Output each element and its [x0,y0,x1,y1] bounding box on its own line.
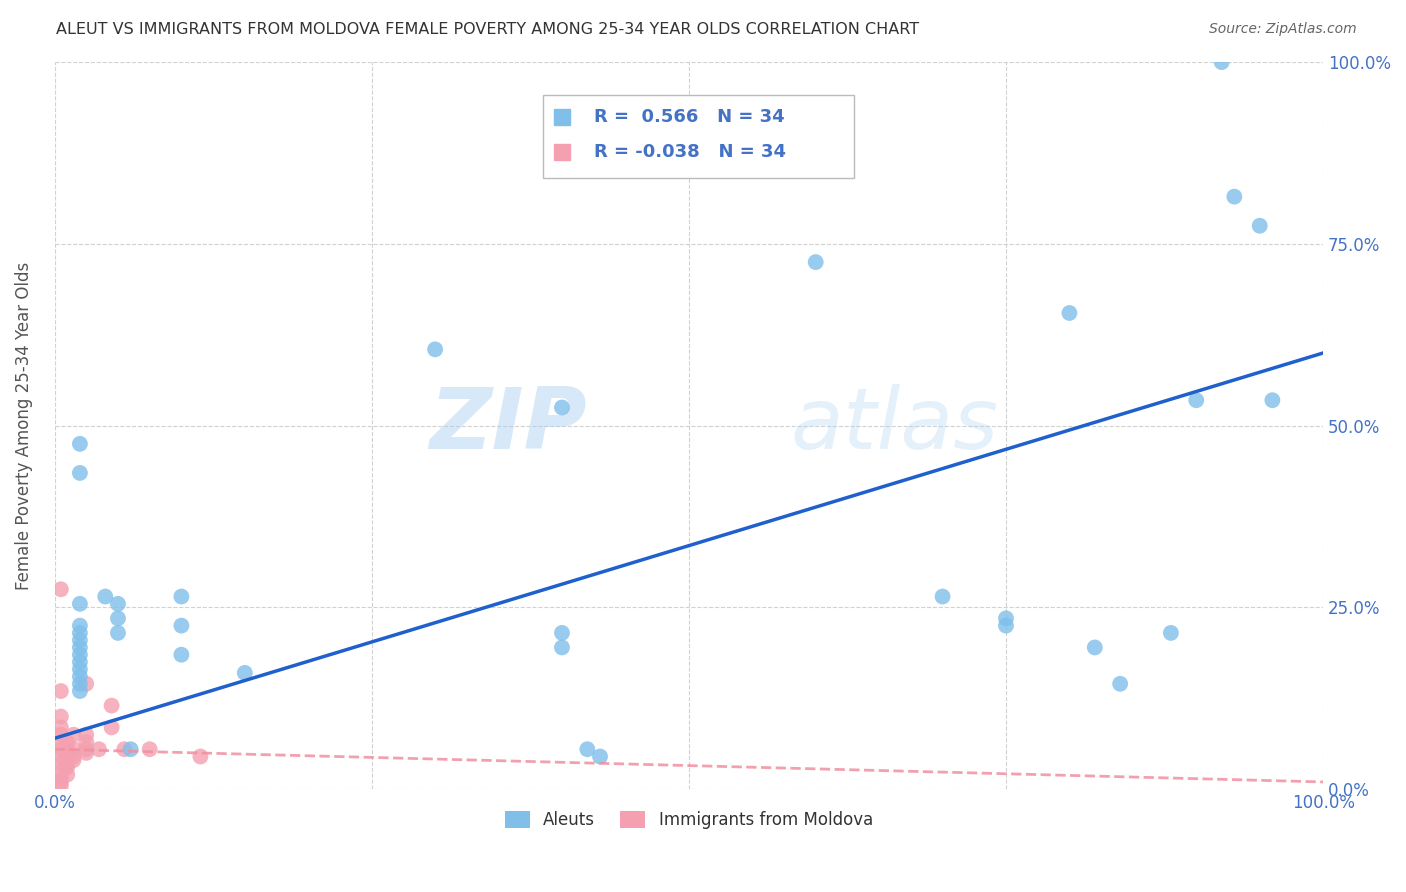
Point [49,720,72,734]
Point [49,735,72,749]
Point [804,255,827,269]
Point [1059,306,1081,320]
Point [1185,393,1208,408]
Point [107,626,129,640]
Point [69,633,91,648]
Point [69,648,91,662]
Point [62,728,84,742]
Point [69,466,91,480]
Y-axis label: Female Poverty Among 25-34 Year Olds: Female Poverty Among 25-34 Year Olds [15,261,32,590]
Point [170,648,193,662]
Point [69,618,91,632]
Point [931,590,953,604]
Point [551,640,574,655]
Point [69,437,91,451]
Point [589,749,612,764]
Legend: Aleuts, Immigrants from Moldova: Aleuts, Immigrants from Moldova [498,804,880,836]
Point [69,655,91,669]
Point [75,742,97,756]
Point [87,742,110,756]
Point [233,665,256,680]
Point [69,677,91,691]
Point [75,746,97,760]
Point [1211,55,1233,70]
Point [49,684,72,698]
Point [69,626,91,640]
Point [576,742,599,756]
Point [49,764,72,778]
Point [56,760,79,774]
Point [190,749,212,764]
Point [551,401,574,415]
Point [49,772,72,786]
Point [49,756,72,771]
Point [1109,677,1132,691]
Point [994,611,1017,625]
Text: R = -0.038   N = 34: R = -0.038 N = 34 [593,143,786,161]
Point [551,626,574,640]
Text: ZIP: ZIP [430,384,588,467]
Text: atlas: atlas [790,384,998,467]
Point [170,590,193,604]
Point [69,662,91,676]
Point [49,775,72,789]
Point [75,677,97,691]
Text: R =  0.566   N = 34: R = 0.566 N = 34 [593,108,785,126]
Point [423,343,446,357]
Point [69,597,91,611]
Point [49,742,72,756]
Point [994,618,1017,632]
Point [56,749,79,764]
Text: Source: ZipAtlas.com: Source: ZipAtlas.com [1209,22,1357,37]
Point [49,728,72,742]
Point [120,742,142,756]
FancyBboxPatch shape [543,95,853,178]
Point [69,684,91,698]
Point [107,611,129,625]
Point [69,669,91,683]
Point [56,767,79,781]
Point [1223,189,1246,203]
Point [1249,219,1271,233]
Point [62,749,84,764]
Point [100,698,122,713]
Point [56,742,79,756]
Point [112,742,135,756]
Point [62,753,84,767]
Point [75,728,97,742]
Point [100,720,122,734]
Text: ALEUT VS IMMIGRANTS FROM MOLDOVA FEMALE POVERTY AMONG 25-34 YEAR OLDS CORRELATIO: ALEUT VS IMMIGRANTS FROM MOLDOVA FEMALE … [56,22,920,37]
Point [56,735,79,749]
Point [49,582,72,597]
Point [94,590,117,604]
Point [138,742,160,756]
Point [69,640,91,655]
Point [56,756,79,771]
Point [75,735,97,749]
Point [49,779,72,793]
Point [1261,393,1284,408]
Point [62,742,84,756]
Point [1160,626,1182,640]
Point [107,597,129,611]
Point [170,618,193,632]
Point [49,709,72,723]
Point [49,749,72,764]
Point [1084,640,1107,655]
